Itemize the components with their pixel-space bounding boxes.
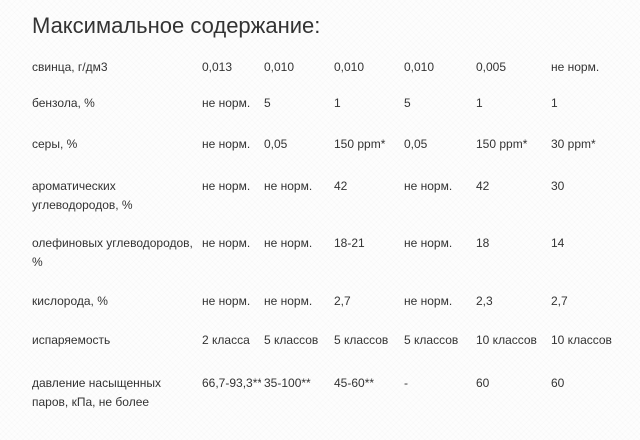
table-cell: 1	[551, 96, 558, 110]
table-cell: -	[404, 376, 408, 390]
table-row: кислорода, % не норм. не норм. 2,7 не но…	[29, 292, 640, 331]
table-cell: 35-100**	[264, 376, 311, 390]
table-cell: не норм.	[202, 236, 251, 250]
table-cell: не норм.	[551, 60, 600, 74]
table-cell: 30	[551, 179, 565, 193]
page-title: Максимальное содержание:	[32, 13, 321, 38]
table-cell: 0,010	[264, 60, 295, 74]
row-label: олефиновых углеводородов, %	[32, 236, 193, 269]
table-row: серы, % не норм. 0,05 150 ppm* 0,05 150 …	[29, 135, 640, 177]
table-row: свинца, г/дм3 0,013 0,010 0,010 0,010 0,…	[29, 58, 640, 94]
content-table: свинца, г/дм3 0,013 0,010 0,010 0,010 0,…	[29, 58, 640, 434]
table-cell: не норм.	[202, 137, 251, 151]
table-cell: 1	[334, 96, 341, 110]
row-label: ароматических углеводородов, %	[32, 179, 133, 212]
table-cell: не норм.	[202, 294, 251, 308]
row-label: испаряемость	[32, 333, 111, 347]
table-cell: 18	[476, 236, 490, 250]
table-cell: 30 ppm*	[551, 137, 596, 151]
table-cell: 1	[476, 96, 483, 110]
table-cell: 150 ppm*	[334, 137, 386, 151]
table-cell: 0,013	[202, 60, 233, 74]
table-cell: 14	[551, 236, 565, 250]
table-cell: 42	[334, 179, 348, 193]
table-cell: 10 классов	[551, 333, 612, 347]
table-cell: 42	[476, 179, 490, 193]
table-cell: не норм.	[404, 236, 453, 250]
table-row: бензола, % не норм. 5 1 5 1 1	[29, 94, 640, 135]
table-cell: 0,05	[264, 137, 288, 151]
table-cell: 0,005	[476, 60, 507, 74]
table-cell: не норм.	[404, 294, 453, 308]
table-cell: 10 классов	[476, 333, 537, 347]
table-row: давление насыщенных паров, кПа, не более…	[29, 374, 640, 434]
table-cell: 2,7	[551, 294, 568, 308]
table-cell: 2,7	[334, 294, 351, 308]
row-label: свинца, г/дм3	[32, 60, 108, 74]
table-cell: 5 классов	[264, 333, 319, 347]
row-label: давление насыщенных паров, кПа, не более	[32, 376, 162, 409]
table-cell: 5 классов	[334, 333, 389, 347]
table-cell: 18-21	[334, 236, 365, 250]
table-cell: 0,05	[404, 137, 428, 151]
table-cell: 66,7-93,3**	[202, 376, 261, 390]
table-cell: 45-60**	[334, 376, 375, 390]
table-cell: 2,3	[476, 294, 493, 308]
table-cell: 2 класса	[202, 333, 250, 347]
table-cell: не норм.	[264, 236, 313, 250]
table-cell: 60	[551, 376, 565, 390]
table-cell: 5	[264, 96, 271, 110]
table-row: ароматических углеводородов, % не норм. …	[29, 177, 640, 234]
table-cell: 60	[476, 376, 490, 390]
table-cell: не норм.	[202, 96, 251, 110]
table-cell: не норм.	[264, 294, 313, 308]
table-cell: 0,010	[334, 60, 365, 74]
table-row: испаряемость 2 класса 5 классов 5 классо…	[29, 331, 640, 374]
table-cell: 0,010	[404, 60, 435, 74]
table-cell: 5 классов	[404, 333, 459, 347]
row-label: серы, %	[32, 137, 78, 151]
table-cell: 150 ppm*	[476, 137, 528, 151]
row-label: кислорода, %	[32, 294, 108, 308]
table-cell: 5	[404, 96, 411, 110]
table-cell: не норм.	[264, 179, 313, 193]
table-cell: не норм.	[202, 179, 251, 193]
table-row: олефиновых углеводородов, % не норм. не …	[29, 234, 640, 292]
table-cell: не норм.	[404, 179, 453, 193]
row-label: бензола, %	[32, 96, 95, 110]
